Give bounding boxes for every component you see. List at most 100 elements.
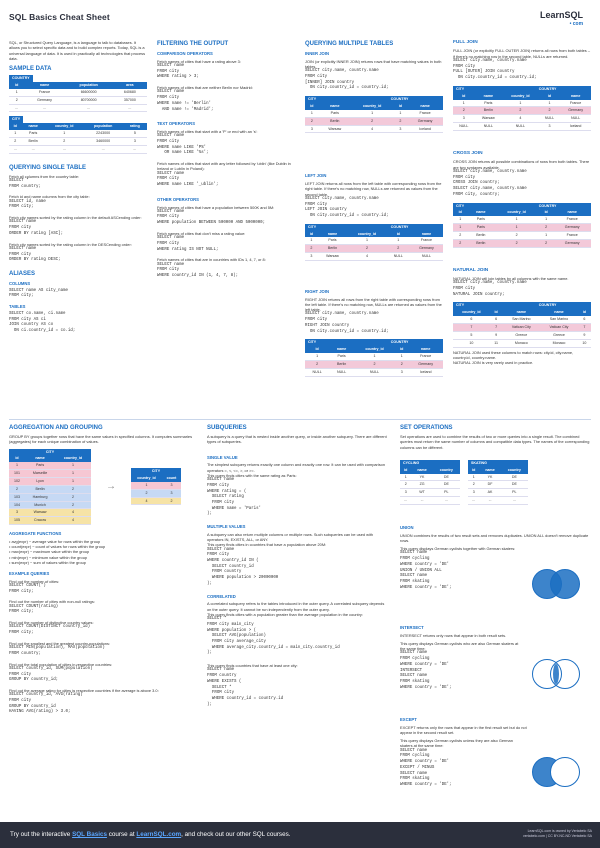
aliases-columns-label: COLUMNS bbox=[9, 281, 31, 287]
table-header-row: id name country_id id name bbox=[305, 103, 443, 110]
natural-join-desc: NATURAL JOIN will join tables by all col… bbox=[453, 276, 569, 282]
learnsql-logo: LearnSQL • com bbox=[540, 9, 583, 28]
table-cell: 1 bbox=[305, 352, 330, 361]
sql-basics-link[interactable]: SQL Basics bbox=[72, 831, 107, 838]
table-cell: AK bbox=[479, 488, 501, 498]
table-header-cell: id bbox=[538, 92, 561, 100]
table-cell: 2243000 bbox=[83, 130, 123, 138]
table-cell: NULL bbox=[453, 122, 475, 131]
skating-caption: SKATING bbox=[468, 459, 528, 467]
aggregate-function-item: • max(expr) − maximum value within the g… bbox=[9, 549, 90, 555]
query-desc: Fetch city names sorted by the rating co… bbox=[9, 215, 142, 221]
table-row: ......... bbox=[400, 496, 460, 505]
query-item: Fetch all columns from the country table… bbox=[9, 174, 147, 191]
footer-text: Try out the interactive SQL Basics cours… bbox=[10, 831, 291, 838]
comparison-label: COMPARISON OPERATORS bbox=[157, 51, 213, 57]
table-header-row: id name country bbox=[400, 466, 460, 474]
table-cell: NULL bbox=[502, 122, 539, 131]
table-cell: Marseille bbox=[25, 469, 56, 478]
agg-result-caption: CITY bbox=[131, 468, 181, 476]
table-row: 1 France 66600000 640680 bbox=[9, 88, 147, 97]
table-cell: YK bbox=[411, 473, 433, 482]
query-code: SELECT name FROM city WHERE name LIKE 'P… bbox=[157, 134, 209, 156]
query-code: SELECT name FROM city WHERE name != 'Ber… bbox=[157, 90, 214, 112]
table-cell: NULL bbox=[560, 114, 591, 124]
query-code: SELECT name FROM city WHERE country_id I… bbox=[157, 262, 239, 279]
learnsql-link[interactable]: LearnSQL.com bbox=[136, 831, 182, 838]
intersect-desc: INTERSECT returns only rows that appear … bbox=[400, 632, 507, 638]
agg-result-table: country_id count 1 3 2 3 4 2 bbox=[131, 475, 181, 506]
footer: Try out the interactive SQL Basics cours… bbox=[0, 822, 600, 848]
table-cell: 2 bbox=[55, 485, 91, 494]
table-row: 102 Lyon 1 bbox=[9, 477, 91, 486]
table-row: 105 Cracow 4 bbox=[9, 516, 91, 526]
table-cell: Berlin bbox=[317, 244, 348, 254]
table-cell: 1 bbox=[55, 469, 91, 478]
setops-title: SET OPERATIONS bbox=[400, 425, 453, 431]
footer-license: vertabelo.com | CC BY-NC-ND Vertabelo SA bbox=[522, 833, 592, 838]
table-cell: 4 bbox=[55, 508, 91, 518]
subqueries-title: SUBQUERIES bbox=[207, 425, 247, 431]
query-item: Fetch city names sorted by the rating co… bbox=[9, 215, 147, 237]
correlated-desc: A correlated subquery refers to the tabl… bbox=[207, 601, 385, 617]
table-header-cell: country_id bbox=[44, 123, 84, 131]
correlated-code: SELECT * FROM city main_city WHERE popul… bbox=[207, 617, 340, 656]
union-desc: UNION combines the results of two result… bbox=[400, 532, 589, 543]
table-cell: 9 bbox=[577, 331, 591, 340]
table-cell: Paris bbox=[467, 216, 495, 225]
table-row: 3 WT PL bbox=[400, 488, 460, 498]
right-join-desc: RIGHT JOIN returns all rows from the rig… bbox=[305, 296, 442, 313]
table-header-cell: id bbox=[305, 103, 319, 110]
section-divider bbox=[9, 419, 591, 420]
table-header-cell: id bbox=[468, 466, 480, 474]
aggregate-functions-label: AGGREGATE FUNCTIONS bbox=[9, 531, 62, 537]
table-cell: 3460000 bbox=[83, 137, 123, 146]
aggregation-desc: GROUP BY groups together rows that have … bbox=[9, 434, 193, 445]
table-cell: 1 bbox=[386, 237, 410, 246]
table-cell: NULL bbox=[474, 122, 503, 131]
table-cell: France bbox=[24, 88, 65, 97]
table-header-cell: name bbox=[409, 230, 443, 238]
table-cell: 1 bbox=[55, 477, 91, 486]
table-cell: Paris bbox=[329, 352, 354, 361]
table-cell: Paris bbox=[318, 109, 351, 118]
table-header-cell: id bbox=[400, 466, 412, 474]
table-cell: 2 bbox=[453, 231, 468, 240]
column-1-top: SQL, or Structured Query Language, is a … bbox=[9, 40, 147, 339]
table-header-row: id name country bbox=[468, 466, 528, 474]
intersect-block: INTERSECT INTERSECT returns only rows th… bbox=[400, 625, 591, 717]
table-header-cell: id bbox=[395, 346, 409, 353]
table-header-cell: area bbox=[112, 82, 147, 89]
table-cell: 2 bbox=[9, 485, 26, 494]
table-row: 1 Paris 1 2243000 5 bbox=[9, 130, 147, 138]
table-cell: Germany bbox=[560, 106, 591, 116]
table-cell: 1 bbox=[468, 473, 480, 482]
intro-text: SQL, or Structured Query Language, is a … bbox=[9, 40, 146, 61]
cross-join-code-1: SELECT city.name, country.name FROM city… bbox=[453, 169, 527, 186]
skating-table: id name country 1 YK DE 2 DF DE 3 AK PL......... bbox=[468, 466, 528, 505]
sample-data-title: SAMPLE DATA bbox=[9, 66, 52, 73]
multiple-values-desc: A subquery can also return multiple colu… bbox=[207, 531, 374, 548]
table-row: 101 Marseille 1 bbox=[9, 469, 91, 478]
table-row: 2 Berlin 2 2 Germany bbox=[305, 244, 443, 254]
table-cell: ... bbox=[432, 496, 460, 505]
table-cell: 4 bbox=[502, 114, 539, 124]
query-code: SELECT * FROM country; bbox=[9, 178, 41, 189]
table-cell: NULL bbox=[305, 368, 330, 377]
table-cell: 7 bbox=[489, 323, 503, 332]
table-cell: Paris bbox=[21, 130, 45, 138]
table-header-cell: id bbox=[9, 123, 22, 131]
query-item: Fetch names of cities that don't miss a … bbox=[157, 231, 295, 253]
table-cell: 9 bbox=[489, 331, 503, 340]
table-cell: Berlin bbox=[318, 117, 351, 126]
table-cell: 1 bbox=[538, 99, 561, 108]
table-cell: ... bbox=[83, 145, 123, 154]
cross-join-label: CROSS JOIN bbox=[453, 150, 483, 156]
query-code: SELECT name FROM city WHERE name LIKE '_… bbox=[157, 171, 219, 188]
cycling-table: id name country 1 YK DE 2 ZG DE 3 WT PL......... bbox=[400, 466, 460, 505]
table-row: 1 YK DE bbox=[400, 473, 460, 482]
aliases-tables-code: SELECT co.name, ci.name FROM city AS ci … bbox=[9, 311, 76, 333]
table-cell: ... bbox=[21, 145, 45, 154]
query-desc: Find out the number of cities: bbox=[9, 578, 60, 584]
query-desc: Fetch names of cities that are in countr… bbox=[157, 257, 266, 263]
